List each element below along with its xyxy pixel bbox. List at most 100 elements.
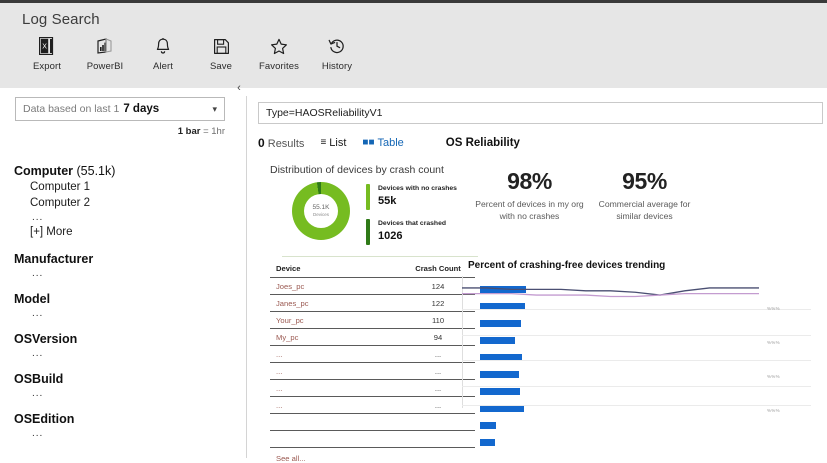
cell-device: Your_pc <box>276 315 304 325</box>
cell-crash-count: ... <box>434 383 442 393</box>
facet-group-osbuild: OSBuild ... <box>14 371 229 400</box>
table-row[interactable] <box>270 413 475 430</box>
legend-value-crashed: 1026 <box>378 230 403 242</box>
kpi-commercial-average: 95% Commercial average for similar devic… <box>587 168 702 222</box>
cell-device: Janes_pc <box>276 298 309 308</box>
cell-crash-count: 94 <box>433 332 443 342</box>
bell-icon <box>155 35 171 57</box>
trend-line-chart <box>462 278 827 406</box>
legend-item-crashed: Devices that crashed 1026 <box>366 219 457 245</box>
table-row[interactable]: Joes_pc 124 <box>270 277 475 294</box>
donut-center-value: 55.1K <box>312 204 330 211</box>
legend-label-no-crashes: Devices with no crashes <box>378 185 457 192</box>
facet-header-osedition[interactable]: OSEdition <box>14 412 75 426</box>
card-divider <box>282 256 478 257</box>
crash-count-bar <box>480 439 495 446</box>
table-row[interactable]: ...... <box>270 379 475 396</box>
kpi-value-commercial: 95% <box>622 168 667 194</box>
toolbar-label-favorites: Favorites <box>259 61 299 72</box>
toolbar-label-export: Export <box>32 61 62 72</box>
results-panel: Type=HAOSReliabilityV1 0 Results ≡ List … <box>256 88 827 463</box>
results-toolbar: 0 Results ≡ List ■■ Table OS Reliability <box>258 136 520 150</box>
tab-table[interactable]: ■■ Table <box>362 137 403 149</box>
powerbi-icon <box>96 35 114 57</box>
report-title: OS Reliability <box>445 137 520 149</box>
facet-header-osbuild[interactable]: OSBuild <box>14 372 64 386</box>
table-body: Joes_pc 124 Janes_pc 122 Your_pc 110 My_pc 94..… <box>270 277 475 447</box>
kpi-group: 98% Percent of devices in my org with no… <box>472 168 702 222</box>
legend-label-crashed: Devices that crashed <box>378 220 447 227</box>
toolbar-button-favorites[interactable]: Favorites <box>250 35 308 72</box>
cell-device: ... <box>276 383 283 393</box>
table-row[interactable]: ...... <box>270 362 475 379</box>
save-floppy-icon <box>213 35 230 57</box>
facet-header-manufacturer[interactable]: Manufacturer <box>14 252 94 266</box>
facet-name-computer: Computer <box>14 164 74 178</box>
legend-swatch-crashed <box>366 219 370 245</box>
facet-list: Computer (55.1k) Computer 1 Computer 2 .… <box>14 152 229 440</box>
donut-center: 55.1K Devices <box>304 194 338 228</box>
results-count-label: Results <box>267 138 305 150</box>
tab-list[interactable]: ≡ List <box>320 137 346 149</box>
toolbar-button-export[interactable]: X Export <box>18 35 76 72</box>
kpi-org-no-crashes: 98% Percent of devices in my org with no… <box>472 168 587 222</box>
facet-header-osversion[interactable]: OSVersion <box>14 332 78 346</box>
trending-title: Percent of crashing-free devices trendin… <box>468 260 666 271</box>
facet-more-computer[interactable]: [+] More <box>30 226 73 238</box>
facet-group-osedition: OSEdition ... <box>14 411 229 440</box>
toolbar-button-powerbi[interactable]: PowerBI <box>76 35 134 72</box>
facet-header-model[interactable]: Model <box>14 292 51 306</box>
cell-device: ... <box>276 366 283 376</box>
donut-chart: 55.1K Devices <box>292 182 350 240</box>
bar-cell <box>480 366 528 383</box>
table-row[interactable]: ...... <box>270 396 475 413</box>
cell-crash-count: ... <box>434 349 442 359</box>
date-range-select[interactable]: Data based on last 1 7 days ▾ <box>15 97 225 121</box>
search-query-input[interactable]: Type=HAOSReliabilityV1 <box>258 102 823 124</box>
tab-table-label: Table <box>377 137 404 149</box>
bar-scale-rest: = 1hr <box>200 126 225 137</box>
trend-axis-tick-label: %%% <box>767 374 780 379</box>
table-header-row: Device Crash Count <box>270 264 475 277</box>
app-header-band: Log Search X Export <box>0 0 827 88</box>
toolbar-button-save[interactable]: Save <box>192 35 250 72</box>
kpi-label-commercial: Commercial average for similar devices <box>598 199 691 221</box>
cell-crash-count: ... <box>434 400 442 410</box>
dashboard: Distribution of devices by crash count 5… <box>256 164 827 463</box>
cell-crash-count: 124 <box>431 281 445 291</box>
facet-sidebar: Data based on last 1 7 days ▾ 1 bar = 1h… <box>0 88 240 458</box>
crash-count-bar <box>480 303 525 310</box>
table-row[interactable]: My_pc 94 <box>270 328 475 345</box>
table-row[interactable]: Janes_pc 122 <box>270 294 475 311</box>
see-all-link[interactable]: See all... <box>270 447 475 463</box>
table-row[interactable]: Your_pc 110 <box>270 311 475 328</box>
facet-group-manufacturer: Manufacturer ... <box>14 251 229 280</box>
collapse-panel-button[interactable]: ‹ <box>237 82 241 94</box>
bar-cell <box>480 400 528 417</box>
facet-header-computer[interactable]: Computer (55.1k) <box>14 163 229 179</box>
facet-value-computer-2[interactable]: Computer 2 <box>30 197 91 209</box>
bar-cell <box>480 315 528 332</box>
bar-cell <box>480 434 528 451</box>
donut-center-label: Devices <box>312 212 329 217</box>
trend-axis-tick-label: %%% <box>767 306 780 311</box>
crash-count-bar <box>480 337 515 344</box>
cell-crash-count: ... <box>434 366 442 376</box>
toolbar-label-powerbi: PowerBI <box>86 61 124 72</box>
donut-ring: 55.1K Devices <box>292 182 350 240</box>
cell-crash-count: 122 <box>431 298 445 308</box>
toolbar-label-history: History <box>321 61 353 72</box>
bar-scale-note: 1 bar = 1hr <box>178 126 225 137</box>
bar-cell <box>480 349 528 366</box>
toolbar-button-alert[interactable]: Alert <box>134 35 192 72</box>
distribution-title: Distribution of devices by crash count <box>270 164 444 176</box>
facet-ellipsis-model: ... <box>32 308 44 319</box>
table-row[interactable]: ...... <box>270 345 475 362</box>
cell-device: ... <box>276 349 283 359</box>
toolbar-button-history[interactable]: History <box>308 35 366 72</box>
results-count: 0 Results <box>258 136 304 150</box>
kpi-label-org: Percent of devices in my org with no cra… <box>475 199 584 221</box>
facet-value-computer-1[interactable]: Computer 1 <box>30 181 91 193</box>
table-row[interactable] <box>270 430 475 447</box>
toolbar-label-alert: Alert <box>152 61 174 72</box>
